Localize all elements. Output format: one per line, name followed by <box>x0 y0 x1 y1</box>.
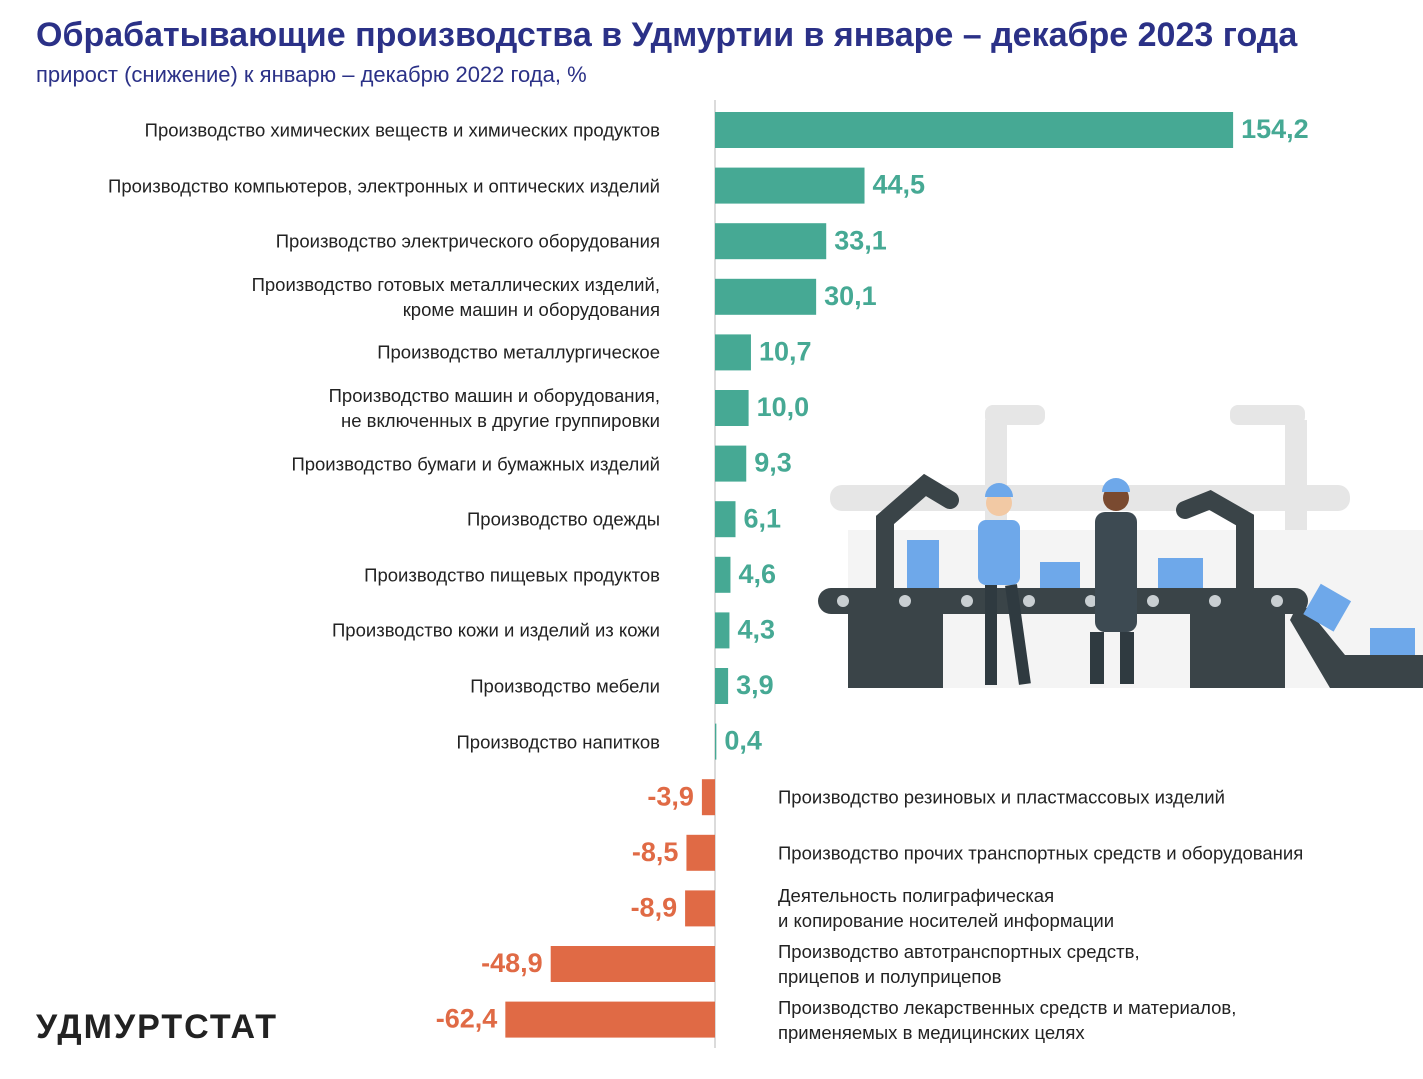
bar <box>715 723 717 760</box>
category-label: Производство лекарственных средств и мат… <box>778 996 1237 1043</box>
illustration <box>818 405 1423 688</box>
category-label: Производство резиновых и пластмассовых и… <box>778 786 1225 808</box>
bar <box>715 223 827 260</box>
value-label: 10,0 <box>757 392 810 422</box>
bar <box>505 1001 715 1038</box>
bar <box>715 612 730 649</box>
category-label: Производство готовых металлических издел… <box>251 273 660 320</box>
category-label: Производство напитков <box>456 731 660 753</box>
value-label: -8,5 <box>632 837 679 867</box>
category-label: Производство машин и оборудования, не вк… <box>328 385 660 431</box>
logo: УДМУРТСТАТ <box>36 1008 279 1046</box>
value-label: 154,2 <box>1241 114 1309 144</box>
category-label: Производство одежды <box>467 508 660 530</box>
bar <box>550 946 715 982</box>
category-label: Производство компьютеров, электронных и … <box>108 175 660 197</box>
bar <box>715 445 747 482</box>
value-label: 9,3 <box>754 448 792 478</box>
value-label: -48,9 <box>481 948 543 978</box>
value-label: -3,9 <box>647 781 694 811</box>
category-label: Производство мебели <box>470 675 660 697</box>
value-label: 44,5 <box>873 170 926 200</box>
value-label: 10,7 <box>759 337 812 367</box>
bar <box>685 890 715 927</box>
category-label: Производство бумаги и бумажных изделий <box>291 453 660 475</box>
bar <box>715 390 749 426</box>
bar <box>715 278 817 315</box>
value-label: 4,6 <box>738 559 776 589</box>
value-label: 6,1 <box>743 503 781 533</box>
bar <box>715 556 731 593</box>
bar <box>715 334 751 371</box>
category-label: Производство пищевых продуктов <box>364 564 660 586</box>
category-label: Производство металлургическое <box>377 341 660 363</box>
value-label: -8,9 <box>631 893 678 923</box>
bar <box>715 668 729 704</box>
value-label: 30,1 <box>824 281 877 311</box>
value-label: -62,4 <box>436 1004 498 1034</box>
bar <box>686 834 715 871</box>
value-label: 4,3 <box>737 615 775 645</box>
bar <box>715 501 736 538</box>
category-label: Производство химических веществ и химиче… <box>144 119 660 141</box>
value-label: 0,4 <box>724 726 762 756</box>
bar <box>715 112 1234 148</box>
value-label: 33,1 <box>834 225 887 255</box>
category-label: Производство автотранспортных средств, п… <box>778 941 1140 987</box>
category-label: Производство прочих транспортных средств… <box>778 842 1304 864</box>
chart-title: Обрабатывающие производства в Удмуртии в… <box>36 16 1298 54</box>
bar <box>715 167 865 204</box>
bar <box>701 779 715 816</box>
category-label: Производство электрического оборудования <box>275 230 660 252</box>
chart-subtitle: прирост (снижение) к январю – декабрю 20… <box>36 62 587 87</box>
category-label: Производство кожи и изделий из кожи <box>332 619 660 641</box>
category-label: Деятельность полиграфическая и копирован… <box>778 885 1115 932</box>
value-label: 3,9 <box>736 670 774 700</box>
